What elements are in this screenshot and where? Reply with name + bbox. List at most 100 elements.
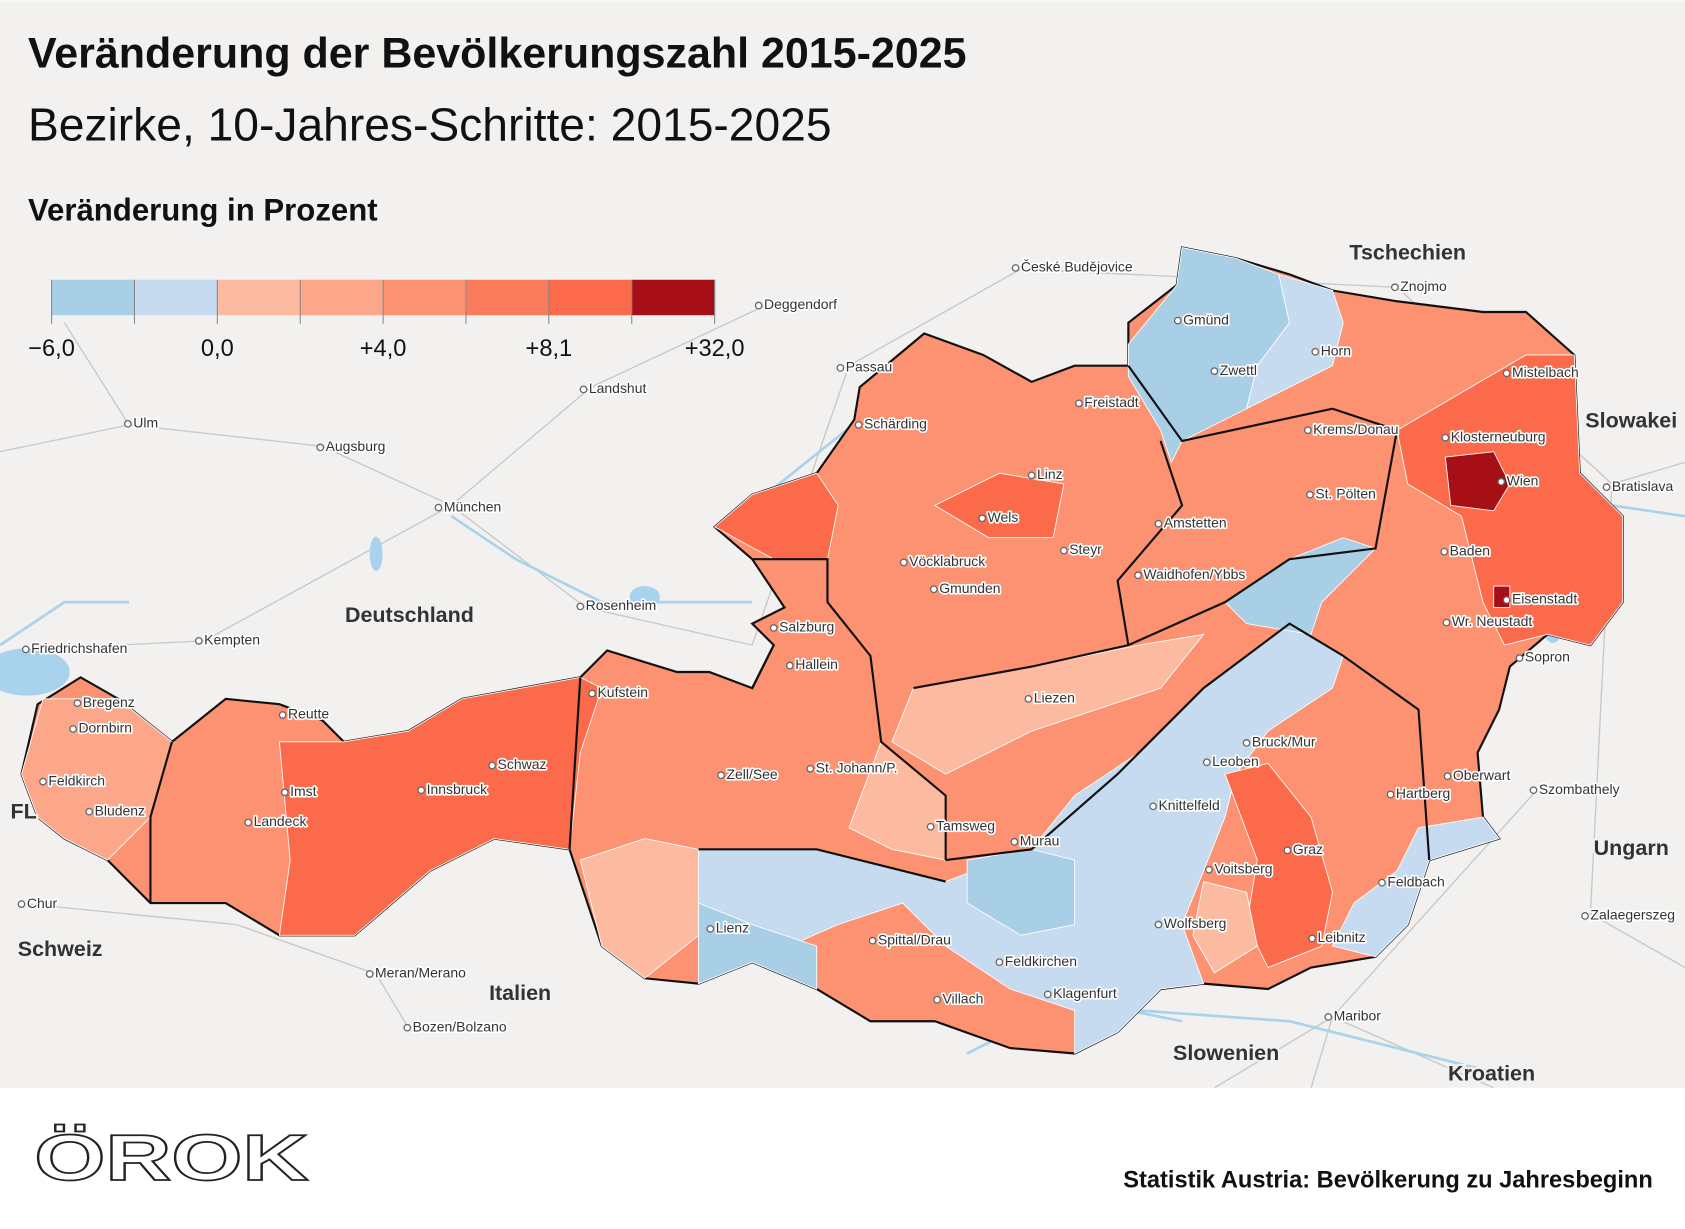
city-dot: [280, 788, 289, 797]
city-dot: [806, 764, 815, 773]
country-label: Italien: [489, 981, 551, 1005]
city-label: Feldkirchen: [1005, 953, 1077, 969]
country-label: Slowakei: [1585, 408, 1677, 432]
city-label: Klosterneuburg: [1451, 428, 1546, 444]
city-dot: [1602, 483, 1611, 492]
city-label: Gmunden: [939, 580, 1000, 596]
legend-swatch: [465, 279, 550, 316]
legend-swatch: [548, 279, 633, 316]
legend-label: 0,0: [201, 336, 234, 362]
city-label: Tamsweg: [936, 817, 995, 833]
city-label: Steyr: [1069, 541, 1102, 557]
city-label: Amstetten: [1164, 514, 1227, 530]
city-dot: [995, 958, 1004, 967]
country-labels: Tschechien Slowakei Ungarn Slowenien Kro…: [8, 238, 1679, 1087]
city-label: Linz: [1037, 466, 1063, 482]
city-label: Wr. Neustadt: [1452, 613, 1533, 629]
city-label: Zwettl: [1220, 362, 1257, 378]
city-dot: [1311, 347, 1320, 356]
city-label: Landeck: [254, 813, 307, 829]
legend-label: −6,0: [28, 336, 75, 362]
city-dot: [1283, 846, 1292, 855]
city-dot: [1011, 264, 1020, 272]
foreign-city-label: München: [444, 498, 501, 514]
city-label: Klagenfurt: [1053, 985, 1117, 1001]
city-dot: [588, 689, 596, 698]
city-label: Gmünd: [1183, 311, 1229, 327]
city-label: Innsbruck: [427, 781, 488, 797]
city-dot: [1210, 367, 1219, 375]
city-label: Freistadt: [1084, 394, 1138, 410]
city-label: Dornbirn: [78, 720, 132, 736]
city-dot: [717, 771, 725, 780]
city-label: Baden: [1450, 542, 1490, 558]
title: Veränderung der Bevölkerungszahl 2015-20…: [28, 30, 967, 78]
city-dot: [579, 385, 588, 394]
city-dot: [1303, 426, 1312, 435]
city-label: Murau: [1020, 832, 1060, 848]
legend-swatch: [134, 279, 218, 316]
city-dot: [1027, 471, 1036, 480]
city-dot: [85, 807, 94, 816]
city-label: Feldkirch: [48, 772, 105, 788]
country-label: FL: [11, 799, 37, 823]
foreign-city-label: Ulm: [133, 414, 158, 430]
city-label: Leoben: [1212, 753, 1259, 769]
city-label: Wolfsberg: [1164, 915, 1227, 931]
legend-label: +32,0: [685, 336, 745, 362]
city-dot: [403, 1023, 412, 1032]
city-dot: [316, 443, 325, 452]
city-dot: [194, 636, 203, 645]
city-dot: [1024, 694, 1033, 703]
city-dot: [854, 420, 863, 429]
city-label: Wien: [1507, 472, 1539, 488]
city-dot: [1324, 1013, 1333, 1021]
city-dot: [1043, 990, 1052, 999]
city-dot: [278, 711, 287, 719]
city-dot: [1173, 316, 1182, 325]
foreign-city-label: Zalaegerszeg: [1590, 907, 1675, 923]
legend-swatch: [383, 279, 467, 316]
footer-background: [0, 1087, 1685, 1229]
foreign-city-label: Passau: [846, 359, 893, 375]
city-dot: [73, 699, 82, 708]
city-dot: [836, 364, 845, 372]
city-dot: [1502, 369, 1511, 378]
city-dot: [1378, 878, 1386, 887]
city-dot: [1442, 618, 1451, 627]
city-dot: [1529, 786, 1538, 795]
foreign-city-label: Friedrichshafen: [31, 640, 127, 656]
city-dot: [868, 936, 877, 945]
city-dot: [1010, 837, 1019, 846]
city-label: Zell/See: [726, 766, 777, 782]
city-dot: [1515, 654, 1524, 662]
country-label: Deutschland: [345, 603, 474, 627]
city-dot: [1242, 739, 1251, 747]
city-label: Horn: [1321, 342, 1351, 358]
legend: −6,0 0,0 +4,0 +8,1 +32,0: [28, 279, 745, 362]
city-label: Reutte: [288, 706, 329, 722]
city-dot: [1390, 283, 1399, 292]
city-dot: [1581, 912, 1589, 920]
city-label: Vöcklabruck: [909, 553, 985, 569]
city-dot: [576, 602, 585, 611]
city-dot: [39, 777, 47, 786]
city-label: Waidhofen/Ybbs: [1143, 566, 1245, 582]
source: Statistik Austria: Bevölkerung zu Jahres…: [1123, 1168, 1653, 1194]
city-label: Knittelfeld: [1158, 797, 1219, 813]
foreign-city-label: Deggendorf: [764, 296, 837, 312]
city-dot: [244, 818, 253, 827]
city-labels: Bregenz Dornbirn Feldkirch Bludenz Reutt…: [17, 257, 1677, 1036]
city-label: Wels: [988, 509, 1019, 525]
country-label: Schweiz: [18, 937, 103, 961]
city-dot: [1440, 547, 1449, 556]
city-label: Liezen: [1034, 690, 1075, 706]
city-dot: [434, 503, 443, 512]
city-dot: [417, 786, 426, 795]
city-dot: [1060, 546, 1068, 555]
city-dot: [17, 900, 26, 908]
city-label: Kufstein: [597, 684, 647, 700]
city-label: Spittal/Drau: [878, 931, 951, 947]
city-dot: [1202, 758, 1211, 767]
